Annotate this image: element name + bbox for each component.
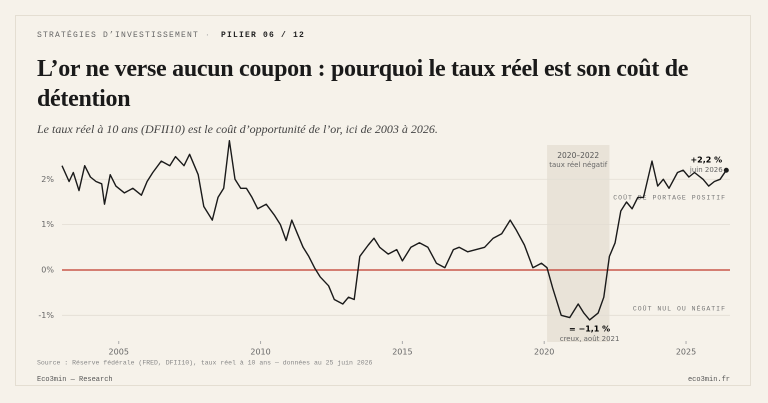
kicker-text: STRATÉGIES D’INVESTISSEMENT [37,31,200,40]
chart-title: L’or ne verse aucun coupon : pourquoi le… [37,56,689,112]
footer-right: eco3min.fr [688,376,730,384]
low-label: = −1,1 % [569,325,610,334]
separator: · [205,31,212,40]
footer-left: Eco3min — Research [37,376,113,384]
band-label: 2020–2022 [557,151,599,160]
line [61,140,727,321]
frame [15,15,751,386]
shaded-band [547,145,610,342]
source: Source : Réserve fédérale (FRED, DFII10)… [37,360,373,367]
low-sublabel: creux, août 2021 [560,335,620,343]
end-point [723,167,729,173]
y-tick-label: 1% [41,220,54,229]
x-tick-label: 2025 [676,348,696,357]
end-label: +2,2 % [690,156,722,165]
x-tick-label: 2020 [534,348,554,357]
x-tick-label: 2015 [392,348,412,357]
y-tick-label: -1% [38,311,54,320]
zone-label: COÛT NUL OU NÉGATIF [633,304,726,313]
y-tick-label: 2% [41,175,54,184]
kicker: STRATÉGIES D’INVESTISSEMENT · PILIER 06 / … [37,31,305,40]
band-sublabel: taux réel négatif [549,161,608,169]
y-tick-label: 0% [41,265,54,274]
x-tick-label: 2005 [109,348,129,357]
chart-subtitle: Le taux réel à 10 ans (DFII10) est le co… [37,122,438,136]
x-tick-label: 2010 [250,348,270,357]
zone-label: COÛT DE PORTAGE POSITIF [613,193,726,202]
section: PILIER 06 / 12 [221,31,306,40]
end-sublabel: juin 2026 [689,166,723,174]
